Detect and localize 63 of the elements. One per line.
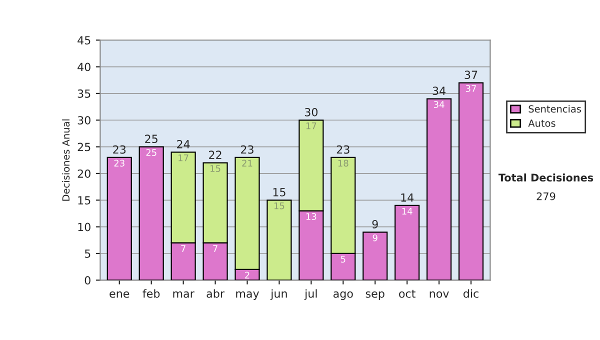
total-label: 15 (273, 188, 286, 196)
text: 279 (536, 192, 556, 200)
data-label: 9 (372, 234, 378, 242)
x-tick-label: jul (304, 289, 317, 300)
x-tick-label: oct (399, 290, 416, 298)
y-tick-label: 35 (78, 89, 90, 98)
y-tick-label: 40 (78, 62, 90, 72)
total-label: 23 (240, 145, 254, 154)
bar (138, 146, 164, 280)
x-tick-label: sep (366, 291, 384, 300)
data-label: 15 (274, 202, 284, 210)
legend-label: Sentencias (528, 105, 582, 113)
y-tick-label: 15 (78, 196, 90, 205)
total-label: 14 (401, 193, 414, 202)
legend-label: Autos (528, 120, 556, 127)
data-label: 13 (306, 213, 316, 220)
total-label: 23 (113, 145, 126, 154)
total-label: 34 (432, 86, 446, 96)
x-tick-label: ago (333, 291, 353, 300)
total-label: 37 (464, 70, 478, 80)
bar (266, 200, 292, 280)
y-tick-label: 5 (84, 250, 90, 258)
data-label: 18 (338, 160, 348, 167)
data-label: 15 (210, 165, 220, 172)
bar (394, 204, 420, 280)
data-label: 37 (466, 85, 476, 92)
x-tick-label: feb (142, 289, 160, 298)
total-label: 30 (304, 108, 318, 116)
y-axis-title: Decisiones Anual (62, 119, 70, 201)
y-tick-label: 0 (84, 276, 90, 285)
y-tick-label: 30 (78, 116, 90, 125)
data-label: 23 (114, 160, 124, 167)
x-tick-label: jun (270, 289, 287, 300)
x-tick-label: may (236, 291, 260, 300)
data-label: 2 (245, 272, 250, 278)
bar (458, 82, 484, 280)
data-label: 17 (178, 154, 188, 162)
y-tick-label: 10 (78, 222, 90, 232)
y-tick-label: 25 (78, 142, 90, 152)
data-label: 17 (306, 122, 316, 130)
x-tick-label: mar (173, 291, 194, 298)
x-tick-label: nov (430, 291, 449, 298)
bar (362, 232, 388, 280)
x-tick-label: dic (464, 289, 478, 298)
data-label: 25 (146, 149, 156, 156)
total-label: 25 (145, 134, 158, 144)
total-label: 24 (177, 140, 190, 148)
y-tick-label: 45 (78, 36, 90, 44)
data-label: 14 (402, 208, 412, 214)
x-tick-label: abr (206, 289, 224, 298)
text: Total Decisiones (498, 173, 594, 182)
bar (106, 156, 132, 280)
data-label: 7 (181, 245, 186, 252)
total-label: 22 (209, 150, 222, 159)
total-label: 9 (372, 220, 378, 228)
data-label: 5 (340, 256, 346, 263)
y-tick-label: 20 (78, 169, 90, 178)
data-label: 21 (242, 160, 252, 166)
total-label: 23 (336, 145, 350, 154)
data-label: 34 (434, 101, 444, 108)
bar (426, 98, 452, 280)
x-tick-label: ene (110, 291, 130, 298)
data-label: 7 (213, 245, 218, 252)
